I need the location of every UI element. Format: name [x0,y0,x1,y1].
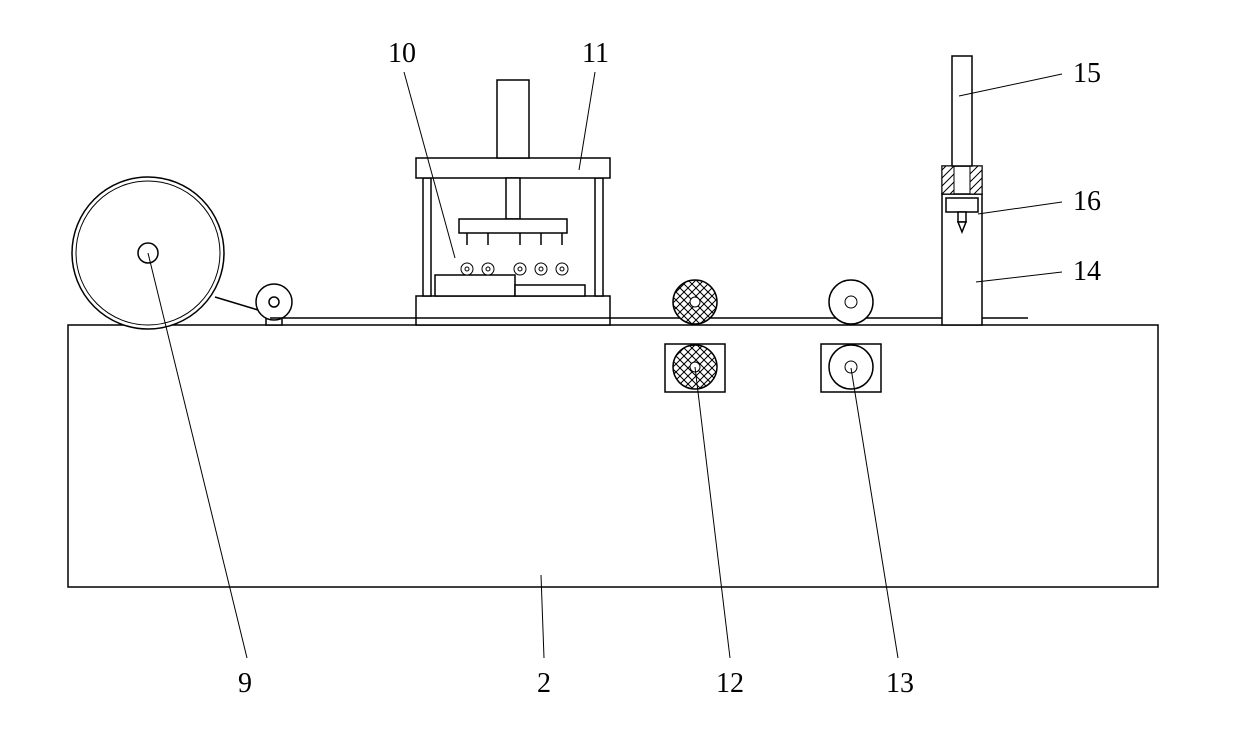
callout-15: 15 [1073,58,1101,90]
callout-2: 2 [537,668,551,700]
callout-12: 12 [716,668,744,700]
callout-11: 11 [582,38,609,70]
schematic-canvas [0,0,1240,731]
callout-10: 10 [388,38,416,70]
callout-16: 16 [1073,186,1101,218]
callout-13: 13 [886,668,914,700]
callout-9: 9 [238,668,252,700]
callout-14: 14 [1073,256,1101,288]
